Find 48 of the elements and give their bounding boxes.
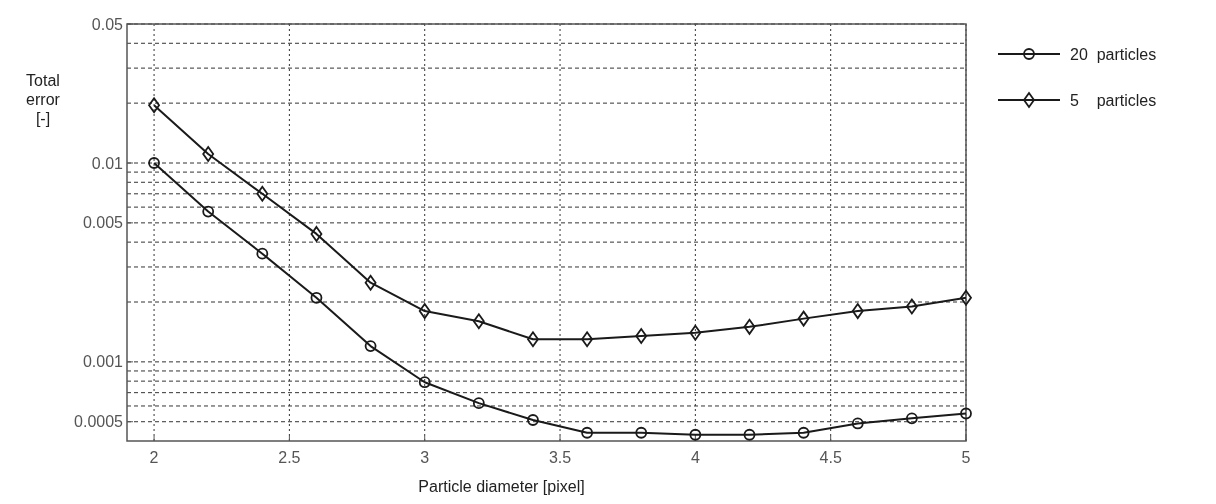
point <box>148 97 160 114</box>
y-tick-label: 0.01 <box>91 154 124 172</box>
point <box>689 324 702 341</box>
x-axis-title: Particle diameter [pixel] <box>418 478 585 495</box>
point <box>635 426 648 439</box>
x-tick-label: 2.5 <box>278 449 301 466</box>
point <box>905 412 918 425</box>
x-tick-label: 3.5 <box>548 449 572 466</box>
x-tick-label: 2 <box>149 449 159 466</box>
point <box>905 298 918 315</box>
point <box>418 303 431 319</box>
point <box>310 291 323 304</box>
point <box>797 426 810 439</box>
point <box>202 205 215 218</box>
y-tick-label: 0.001 <box>82 353 124 371</box>
point <box>148 157 160 169</box>
point <box>689 428 702 441</box>
point <box>310 226 323 242</box>
point <box>527 414 539 426</box>
y-tick-label: 0.05 <box>91 15 124 33</box>
point <box>364 340 377 353</box>
point <box>960 407 972 420</box>
point <box>960 289 972 306</box>
x-tick-label: 5 <box>961 449 971 466</box>
y-tick-label: 0.005 <box>82 214 124 232</box>
x-tick-label: 4.5 <box>819 449 842 466</box>
point <box>635 328 648 344</box>
point <box>364 274 377 291</box>
point <box>743 428 756 441</box>
x-tick-label: 4 <box>690 449 700 466</box>
point <box>527 331 539 348</box>
x-tick-label: 3 <box>420 449 430 466</box>
legend-label: 20 particles <box>1070 45 1157 63</box>
point <box>202 146 215 162</box>
y-axis-title: Total error [-] <box>26 72 61 127</box>
point <box>418 376 431 389</box>
point <box>581 331 593 348</box>
point <box>472 397 485 410</box>
point <box>743 318 756 335</box>
point <box>256 185 269 202</box>
legend-label: 5 particles <box>1070 91 1157 109</box>
point <box>256 247 269 260</box>
point <box>851 303 864 319</box>
point <box>851 417 864 430</box>
point <box>797 310 810 327</box>
point <box>472 313 485 330</box>
y-tick-label: 0.0005 <box>74 413 124 431</box>
point <box>581 426 593 439</box>
